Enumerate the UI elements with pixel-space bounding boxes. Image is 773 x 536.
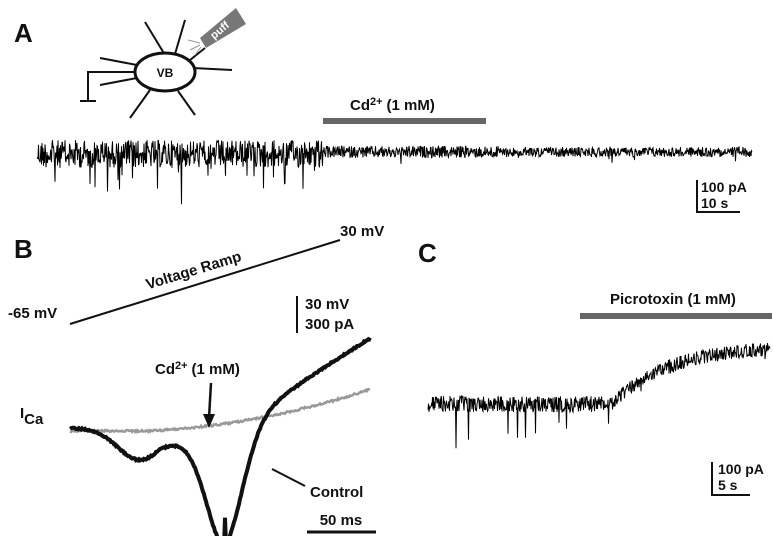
scale-label: 30 mV xyxy=(305,296,349,313)
ramp-line xyxy=(69,239,341,325)
voltage-label: -65 mV xyxy=(8,305,57,322)
drug-bar xyxy=(580,313,772,319)
drug-label: Cd2+ (1 mM) xyxy=(155,360,240,378)
scale-label: 300 pA xyxy=(305,316,354,333)
scale-label: 50 ms xyxy=(320,512,363,529)
voltage-label: 30 mV xyxy=(340,223,384,240)
superscript: 2+ xyxy=(370,96,383,108)
trace-control xyxy=(68,336,372,536)
scale-label: 100 pA xyxy=(718,461,764,477)
scale-bar xyxy=(711,462,750,496)
drug-dose: (1 mM) xyxy=(192,361,240,378)
scale-label: 10 s xyxy=(701,195,728,211)
drug-dose: (1 mM) xyxy=(387,97,435,114)
current-label: ICa xyxy=(20,405,44,428)
arrow xyxy=(207,382,213,419)
current-name: I xyxy=(20,405,24,422)
scale-label: 100 pA xyxy=(701,179,747,195)
drug-label: Cd2+ (1 mM) xyxy=(350,96,435,114)
subscript: Ca xyxy=(24,411,44,428)
control-label: Control xyxy=(310,484,363,501)
cell-label: VB xyxy=(157,66,174,80)
panel-label: A xyxy=(14,18,33,48)
scale-bar xyxy=(696,180,740,213)
drug-label: Picrotoxin (1 mM) xyxy=(610,291,736,308)
trace-cd xyxy=(69,387,371,435)
superscript: 2+ xyxy=(175,360,188,372)
cell-diagram xyxy=(80,8,246,119)
trace xyxy=(427,342,771,449)
drug-name: Cd xyxy=(350,97,370,114)
drug-name: Cd xyxy=(155,361,175,378)
panel-label: B xyxy=(14,234,33,264)
arrow-head xyxy=(203,414,215,428)
scale-label: 5 s xyxy=(718,477,738,493)
trace xyxy=(36,139,753,205)
pointer xyxy=(271,468,306,487)
panel-label: C xyxy=(418,238,437,268)
drug-bar xyxy=(323,118,486,124)
